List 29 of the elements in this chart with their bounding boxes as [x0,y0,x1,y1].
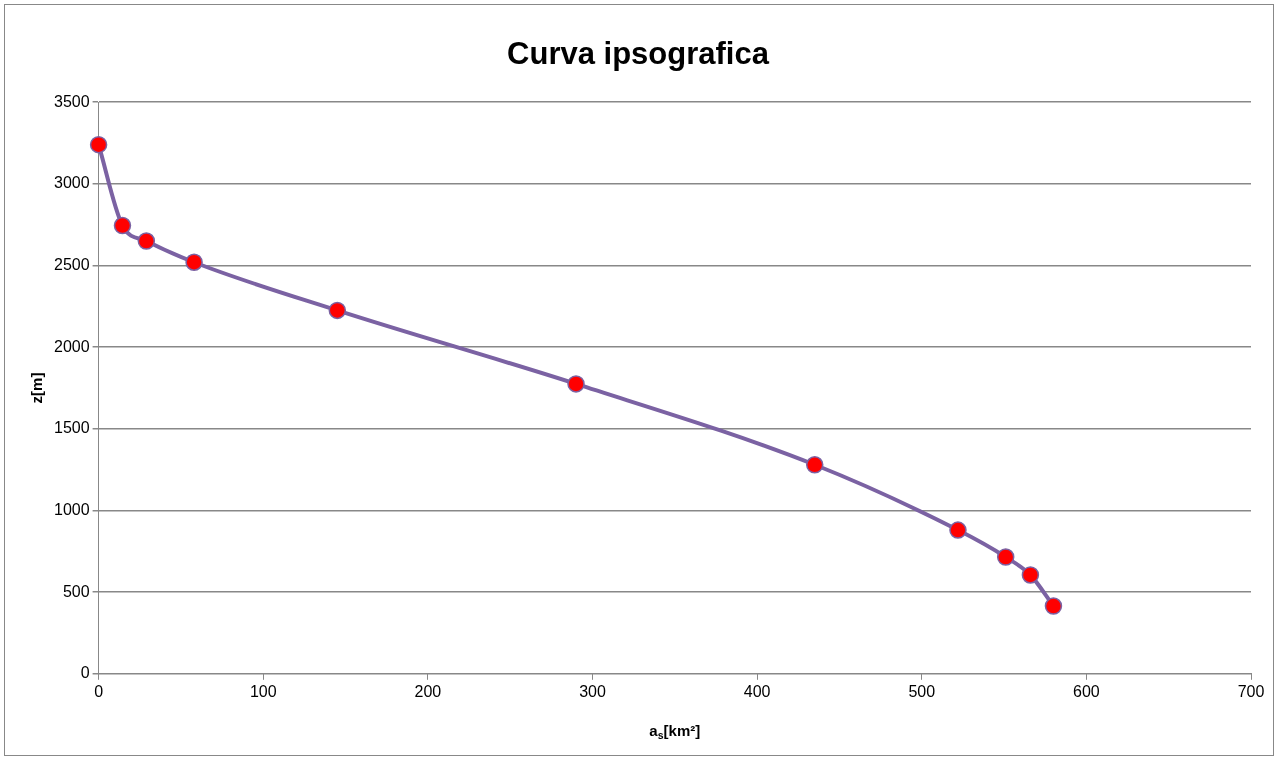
x-tick-label: 700 [1237,682,1265,700]
x-tick-label: 400 [743,682,771,700]
x-tick-label: 300 [579,682,606,700]
y-tick-label: 2000 [54,337,90,355]
point [137,232,156,250]
y-tick-label: 3500 [54,92,90,110]
point [89,135,108,154]
y-tick-label: 0 [80,664,90,682]
y-tick-label: 2500 [54,255,90,273]
chart-title: Curva ipsografica [507,36,770,72]
point [805,456,824,474]
y-tick-label: 1000 [54,500,90,518]
point [1044,597,1063,615]
y-axis-title: z[m] [28,372,46,404]
point [1021,566,1040,584]
point [996,548,1015,566]
x-tick-label: 100 [249,682,277,700]
point [949,521,967,539]
point [567,375,585,393]
x-tick-label: 500 [908,682,936,700]
x-tick-label: 600 [1073,682,1100,700]
x-tick-label: 200 [414,682,442,700]
point [113,216,132,235]
x-tick-label: 0 [94,682,104,700]
point [185,253,203,271]
point [328,301,347,320]
y-tick-label: 3000 [54,174,90,192]
y-tick-label: 500 [62,582,90,600]
y-tick-label: 1500 [54,419,90,437]
